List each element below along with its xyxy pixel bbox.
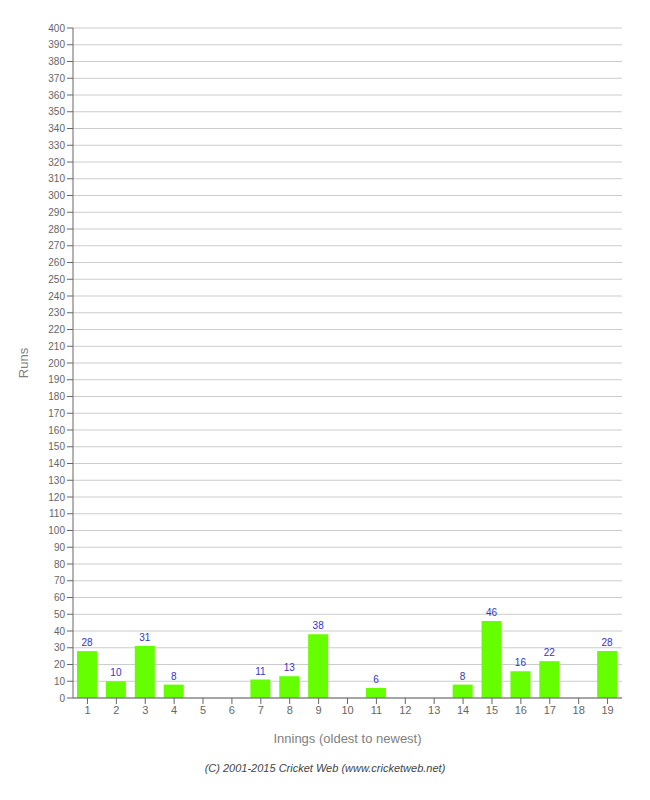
- svg-text:260: 260: [48, 257, 65, 268]
- svg-text:Runs: Runs: [16, 347, 31, 378]
- svg-text:90: 90: [54, 542, 66, 553]
- svg-text:70: 70: [54, 575, 66, 586]
- svg-text:200: 200: [48, 358, 65, 369]
- svg-text:50: 50: [54, 609, 66, 620]
- svg-text:330: 330: [48, 140, 65, 151]
- svg-text:190: 190: [48, 374, 65, 385]
- svg-text:6: 6: [373, 674, 379, 685]
- svg-text:31: 31: [139, 632, 151, 643]
- svg-text:28: 28: [81, 637, 93, 648]
- svg-text:10: 10: [54, 676, 66, 687]
- svg-text:3: 3: [142, 704, 148, 716]
- svg-text:12: 12: [399, 704, 411, 716]
- svg-text:380: 380: [48, 56, 65, 67]
- svg-text:290: 290: [48, 207, 65, 218]
- svg-text:170: 170: [48, 408, 65, 419]
- svg-text:320: 320: [48, 157, 65, 168]
- svg-text:240: 240: [48, 291, 65, 302]
- svg-text:16: 16: [515, 704, 527, 716]
- svg-text:28: 28: [602, 637, 614, 648]
- svg-text:160: 160: [48, 425, 65, 436]
- svg-text:11: 11: [255, 666, 266, 677]
- svg-text:150: 150: [48, 441, 65, 452]
- svg-text:390: 390: [48, 39, 65, 50]
- svg-text:14: 14: [457, 704, 469, 716]
- svg-text:8: 8: [171, 671, 177, 682]
- svg-text:17: 17: [544, 704, 556, 716]
- svg-text:22: 22: [544, 647, 556, 658]
- svg-text:18: 18: [573, 704, 585, 716]
- svg-text:140: 140: [48, 458, 65, 469]
- svg-text:7: 7: [258, 704, 264, 716]
- svg-text:0: 0: [59, 693, 65, 704]
- svg-text:38: 38: [313, 620, 325, 631]
- svg-text:1: 1: [84, 704, 90, 716]
- svg-text:13: 13: [428, 704, 440, 716]
- svg-text:280: 280: [48, 224, 65, 235]
- svg-text:120: 120: [48, 492, 65, 503]
- svg-text:180: 180: [48, 391, 65, 402]
- svg-text:220: 220: [48, 324, 65, 335]
- svg-text:9: 9: [316, 704, 322, 716]
- svg-text:4: 4: [171, 704, 177, 716]
- html-text:(C) 2001-2015 Cricket Web (www: (C) 2001-2015 Cricket Web (www.cricketwe…: [204, 762, 446, 774]
- svg-text:250: 250: [48, 274, 65, 285]
- svg-text:310: 310: [48, 173, 65, 184]
- svg-text:130: 130: [48, 475, 65, 486]
- svg-text:13: 13: [284, 662, 296, 673]
- svg-text:270: 270: [48, 240, 65, 251]
- svg-text:300: 300: [48, 190, 65, 201]
- svg-text:80: 80: [54, 559, 66, 570]
- svg-text:Innings (oldest to newest): Innings (oldest to newest): [273, 731, 421, 746]
- svg-text:30: 30: [54, 642, 66, 653]
- svg-text:19: 19: [601, 704, 613, 716]
- svg-text:360: 360: [48, 90, 65, 101]
- svg-text:400: 400: [48, 23, 65, 34]
- svg-text:5: 5: [200, 704, 206, 716]
- svg-text:11: 11: [371, 704, 382, 716]
- svg-text:8: 8: [460, 671, 466, 682]
- svg-text:370: 370: [48, 73, 65, 84]
- svg-text:230: 230: [48, 307, 65, 318]
- svg-text:210: 210: [48, 341, 65, 352]
- svg-text:60: 60: [54, 592, 66, 603]
- svg-text:2: 2: [113, 704, 119, 716]
- svg-text:46: 46: [486, 607, 498, 618]
- svg-text:40: 40: [54, 626, 66, 637]
- svg-text:8: 8: [287, 704, 293, 716]
- svg-text:110: 110: [49, 508, 65, 519]
- svg-text:100: 100: [48, 525, 65, 536]
- svg-text:15: 15: [486, 704, 498, 716]
- svg-text:10: 10: [341, 704, 353, 716]
- svg-text:20: 20: [54, 659, 66, 670]
- svg-text:6: 6: [229, 704, 235, 716]
- svg-text:16: 16: [515, 657, 527, 668]
- svg-text:340: 340: [48, 123, 65, 134]
- svg-text:10: 10: [110, 667, 122, 678]
- svg-text:350: 350: [48, 106, 65, 117]
